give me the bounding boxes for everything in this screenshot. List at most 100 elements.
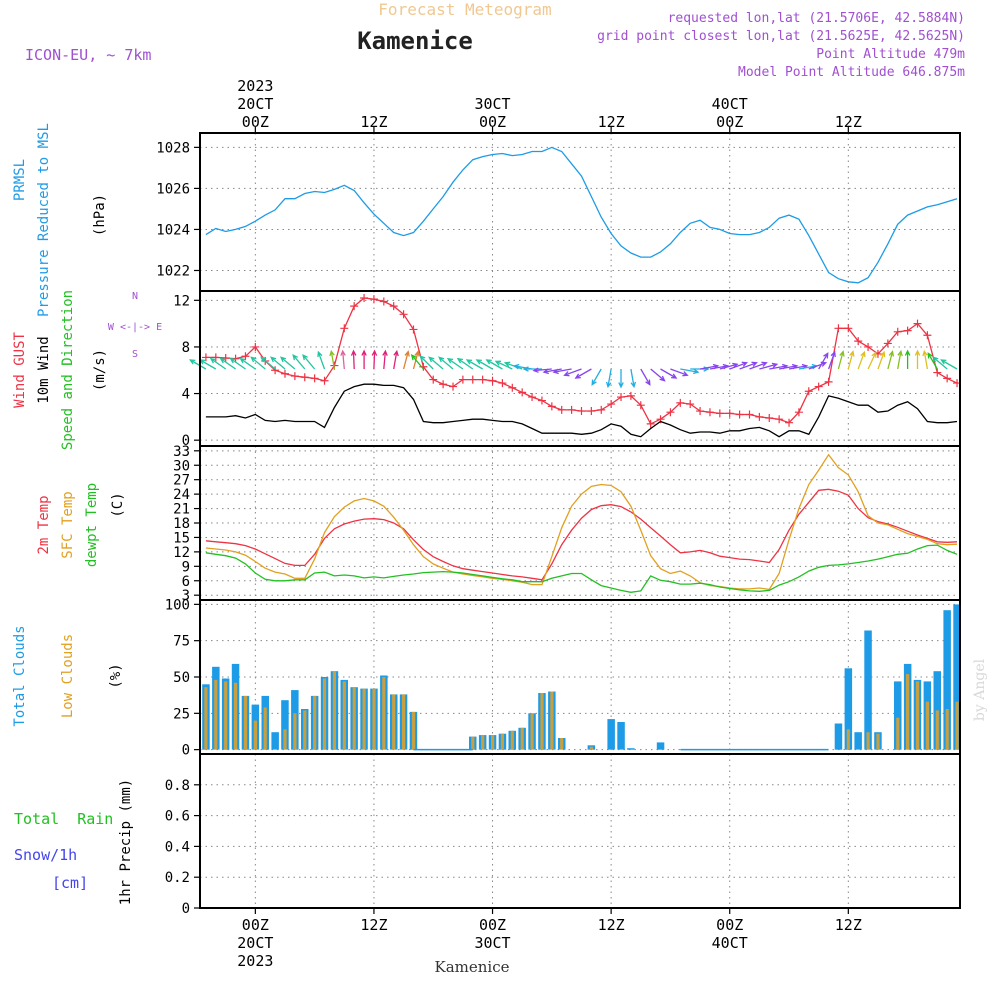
top-time-label: 20CT	[237, 95, 273, 113]
low-cloud-bar	[283, 729, 287, 750]
wind-direction-arrow	[837, 350, 845, 370]
low-cloud-bar	[945, 709, 949, 750]
gust-point	[686, 400, 695, 409]
gust-point	[597, 405, 606, 414]
ytick-label: 25	[173, 706, 190, 722]
wind-direction-arrow	[446, 357, 464, 370]
ytick-label: 1026	[156, 181, 190, 197]
gust-point	[498, 379, 507, 388]
series-line	[205, 383, 958, 438]
low-cloud-bar	[560, 738, 564, 750]
bottom-time-label: 00Z	[716, 916, 743, 934]
total-cloud-bar	[864, 630, 872, 750]
total-cloud-bar	[854, 732, 862, 750]
model-label: ICON-EU, ~ 7km	[25, 46, 151, 64]
wind-direction-arrow	[660, 368, 678, 379]
ytick-label: 75	[173, 634, 190, 650]
wind-direction-arrow	[914, 349, 921, 369]
wind-direction-arrow	[371, 349, 378, 370]
gust-point	[508, 383, 517, 392]
total-cloud-bar	[607, 719, 615, 750]
ytick-label: 0.2	[165, 870, 190, 886]
series-line	[205, 297, 958, 425]
wind-direction-arrow	[552, 368, 572, 375]
wind-direction-arrow	[475, 359, 493, 370]
bottom-time-label: 40CT	[712, 934, 748, 952]
compass-west-east: W <-|-> E	[108, 322, 162, 333]
wind-direction-arrow	[250, 356, 266, 370]
gust-point	[399, 310, 408, 319]
ytick-label: 1024	[156, 222, 190, 238]
total-cloud-bar	[271, 732, 279, 750]
wind-direction-arrow	[640, 368, 651, 386]
series-line	[205, 453, 958, 591]
wind-panel-labels: Wind GUST 10m Wind Speed and Direction (…	[12, 290, 162, 450]
wind-direction-arrow	[350, 349, 357, 370]
ytick-label: 3	[182, 588, 190, 604]
pressure-panel-labels: PRMSL Pressure Reduced to MSL (hPa)	[12, 123, 108, 317]
wind-direction-arrow	[904, 349, 911, 369]
low-cloud-bar	[382, 677, 386, 750]
wind-direction-arrow	[563, 368, 582, 377]
wind-direction-arrow	[292, 354, 306, 370]
wind-direction-arrow	[329, 349, 336, 370]
wind-direction-arrow	[877, 350, 886, 370]
wind-direction-arrow	[361, 349, 367, 369]
gust-point	[834, 324, 843, 333]
low-cloud-bar	[520, 727, 524, 750]
wind-direction-arrow	[605, 368, 612, 389]
low-cloud-bar	[589, 746, 593, 750]
gust-point	[439, 380, 448, 389]
pressure-panel: 1022 1024 1026 1028	[156, 132, 961, 292]
low-cloud-bar	[253, 720, 257, 750]
top-time-label: 2023	[237, 77, 273, 95]
gust-point	[745, 410, 754, 419]
ytick-label: 24	[173, 487, 190, 503]
gust-point	[765, 414, 774, 423]
gust-point	[350, 302, 359, 311]
bottom-time-label: 12Z	[598, 916, 625, 934]
gust-point	[201, 353, 210, 362]
gust-point	[340, 324, 349, 333]
top-time-label: 30CT	[474, 95, 510, 113]
gust-point	[923, 331, 932, 340]
ytick-label: 0.4	[165, 839, 190, 855]
wind-direction-arrow	[729, 361, 748, 370]
ytick-label: 15	[173, 530, 190, 546]
low-cloud-bar	[510, 730, 514, 750]
ytick-label: 30	[173, 458, 190, 474]
gust-point	[883, 339, 892, 348]
gust-point	[864, 342, 873, 351]
low-cloud-bar	[342, 681, 346, 750]
wind-direction-arrow	[229, 357, 246, 370]
gust-point	[696, 407, 705, 416]
top-time-label: 00Z	[242, 113, 269, 131]
hpa-unit-label: (hPa)	[92, 194, 108, 236]
gust-point	[794, 408, 803, 417]
wind-direction-arrow	[219, 357, 236, 370]
low-cloud-bar	[550, 691, 554, 750]
wind-direction-arrow	[922, 349, 929, 370]
wind-direction-arrow	[591, 368, 602, 386]
wind-direction-arrow	[382, 349, 388, 370]
total-cloud-bar	[943, 610, 951, 750]
ytick-label: 4	[182, 387, 190, 403]
wind-direction-arrow	[188, 359, 207, 370]
gust-point	[369, 295, 378, 304]
ytick-label: 12	[173, 545, 190, 561]
cloud-unit-label: (%)	[108, 663, 124, 688]
wind-direction-arrow	[410, 354, 424, 370]
clouds-panel: 0 25 50 75 100	[165, 597, 961, 759]
wind-direction-arrow	[739, 361, 758, 370]
low-cloud-bar	[293, 713, 297, 750]
bottom-time-label: 20CT	[237, 934, 273, 952]
gust-point	[488, 376, 497, 385]
prmsl-label: PRMSL	[12, 159, 28, 201]
low-cloud-bar	[372, 688, 376, 750]
ytick-label: 0	[182, 901, 190, 917]
wind-direction-arrow	[940, 359, 958, 370]
wind-direction-arrow	[260, 356, 276, 370]
low-cloud-bar	[481, 735, 485, 750]
ytick-label: 100	[165, 597, 190, 613]
gust-point	[893, 327, 902, 336]
